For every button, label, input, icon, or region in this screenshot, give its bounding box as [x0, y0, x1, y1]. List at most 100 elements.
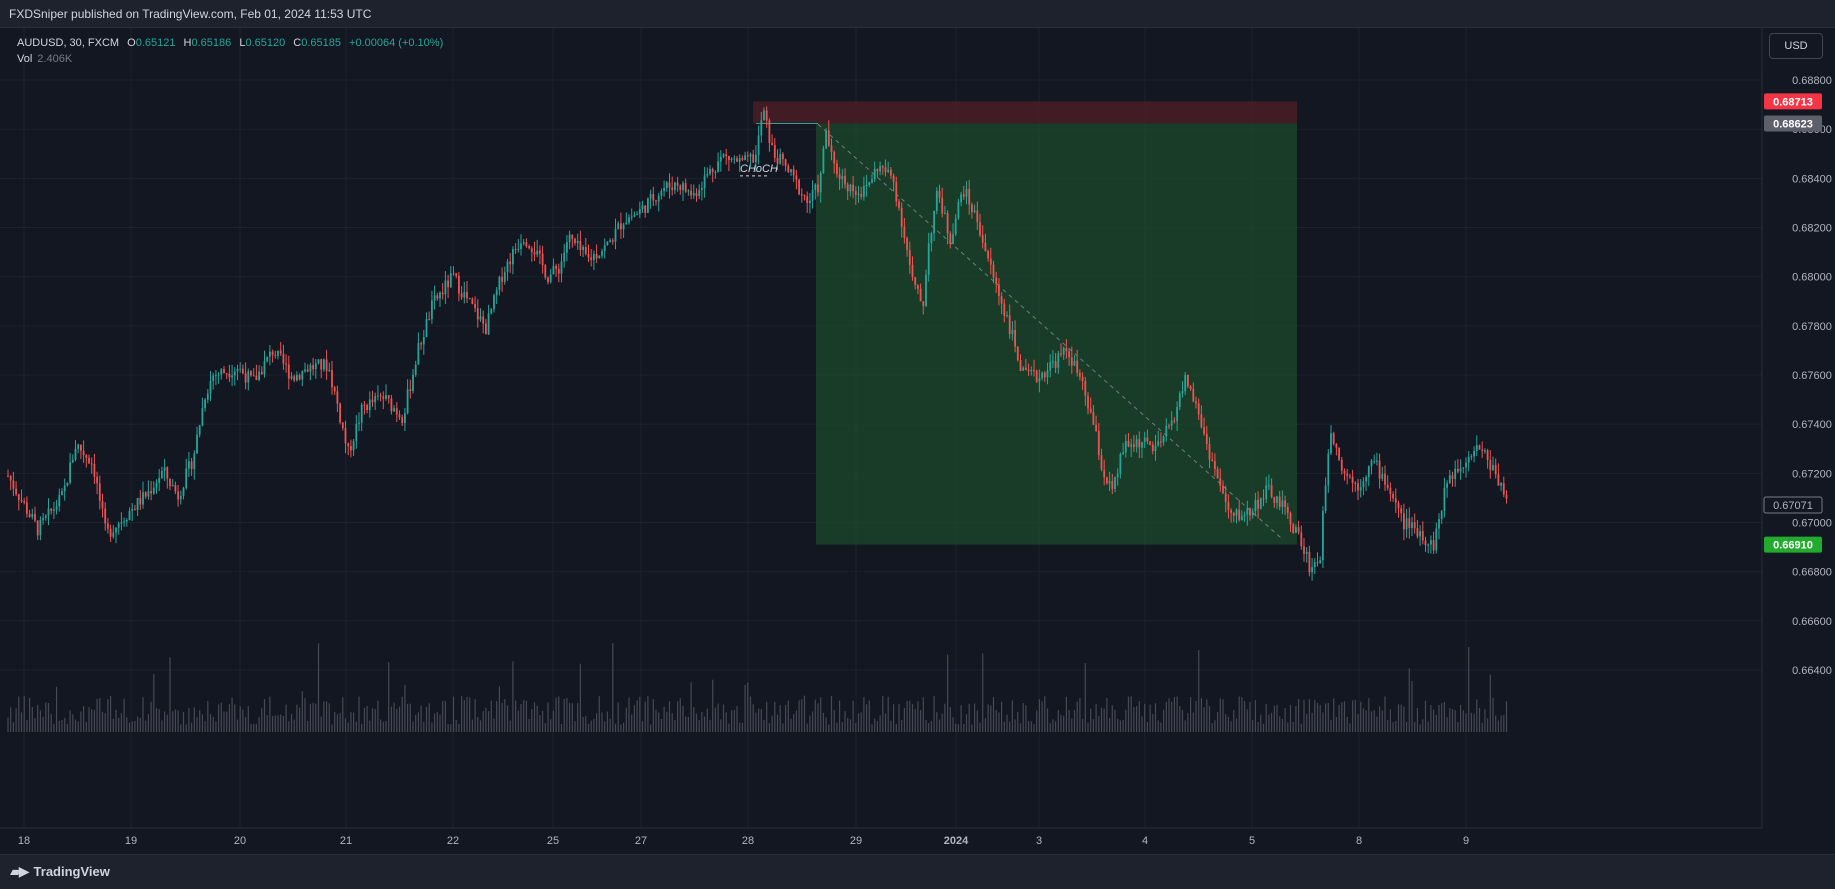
candle-body — [1259, 498, 1262, 509]
candle-body — [539, 250, 541, 254]
volume-bar — [992, 697, 995, 732]
volume-bar — [693, 707, 695, 732]
volume-bar — [836, 722, 838, 732]
candle-body — [314, 363, 317, 370]
candle-body — [377, 395, 379, 397]
volume-bar — [1338, 704, 1340, 732]
volume-bar — [293, 719, 295, 732]
candle-body — [463, 291, 466, 298]
volume-label[interactable]: Vol — [17, 53, 33, 65]
volume-bar — [1238, 696, 1240, 732]
volume-bar — [1117, 718, 1119, 732]
candle-body — [1025, 367, 1027, 370]
candle-body — [622, 224, 625, 230]
candle-body — [952, 234, 954, 245]
candle-body — [736, 158, 738, 162]
volume-bar — [650, 724, 652, 732]
volume-bar — [1130, 696, 1132, 732]
candle-body — [263, 361, 266, 375]
candle-body — [479, 316, 482, 320]
volume-bar — [83, 706, 85, 732]
candle-body — [1394, 498, 1397, 503]
volume-bar — [1003, 721, 1005, 732]
candle-body — [163, 467, 166, 471]
volume-bar — [412, 721, 414, 732]
volume-bar — [801, 699, 803, 732]
time-tick-label: 5 — [1249, 835, 1255, 847]
volume-bar — [1441, 703, 1443, 732]
candle-body — [90, 463, 93, 465]
candle-body — [17, 494, 20, 501]
time-tick-label: 25 — [547, 835, 559, 847]
time-tick-label: 8 — [1356, 835, 1362, 847]
candle-body — [903, 226, 906, 239]
price-tick-label: 0.67800 — [1792, 321, 1832, 333]
candle-body — [674, 182, 676, 191]
candle-body — [1308, 551, 1311, 573]
volume-bar — [612, 643, 614, 732]
volume-bar — [96, 698, 98, 732]
volume-bar — [1222, 699, 1224, 732]
volume-bar — [1076, 701, 1078, 732]
candle-body — [730, 158, 733, 161]
volume-bar — [123, 698, 125, 732]
candle-body — [1149, 441, 1151, 445]
candle-body — [390, 398, 393, 412]
price-chart[interactable]: CHoCH0.688000.686000.684000.682000.68000… — [0, 28, 1835, 854]
candle-body — [960, 194, 962, 203]
volume-bar — [1211, 723, 1213, 732]
symbol-label[interactable]: AUDUSD, 30, FXCM — [17, 37, 120, 49]
candle-body — [938, 190, 941, 198]
candle-body — [266, 356, 269, 362]
volume-bar — [307, 720, 309, 732]
target-price-tag-bg — [1764, 536, 1822, 553]
candle-body — [1168, 425, 1170, 427]
candle-body — [819, 172, 822, 193]
volume-bar — [1465, 713, 1467, 732]
volume-bar — [479, 720, 482, 732]
candle-body — [719, 156, 722, 162]
candle-body — [981, 235, 984, 243]
candle-body — [328, 370, 331, 372]
candle-body — [1038, 378, 1041, 382]
candle-body — [136, 498, 139, 510]
candle-body — [236, 369, 239, 372]
candle-body — [433, 295, 436, 301]
candle-body — [1319, 560, 1322, 564]
volume-bar — [347, 722, 349, 732]
candle-body — [873, 168, 876, 180]
volume-bar — [272, 715, 274, 732]
currency-button[interactable]: USD — [1769, 33, 1823, 59]
candle-body — [1384, 473, 1386, 485]
volume-bar — [1073, 710, 1076, 732]
volume-bar — [277, 715, 279, 732]
candle-body — [398, 414, 401, 418]
volume-bar — [442, 700, 444, 732]
candle-body — [935, 190, 938, 212]
candle-body — [66, 482, 69, 486]
volume-bar — [1414, 721, 1416, 732]
volume-bar — [50, 714, 52, 732]
candle-body — [925, 274, 927, 307]
candle-body — [614, 228, 617, 242]
candle-body — [644, 205, 647, 213]
tradingview-brand[interactable]: ▰▶ TradingView — [10, 863, 110, 880]
volume-bar — [639, 696, 641, 732]
candle-body — [871, 179, 873, 183]
volume-bar — [199, 710, 201, 732]
volume-bar — [847, 717, 849, 732]
candle-body — [606, 241, 609, 246]
volume-bar — [431, 722, 433, 732]
candle-body — [1494, 465, 1497, 475]
volume-bar — [1505, 701, 1508, 732]
volume-bar — [1489, 674, 1491, 732]
volume-bar — [852, 700, 854, 732]
candle-body — [144, 492, 147, 497]
volume-bar — [1176, 696, 1178, 732]
candle-body — [522, 242, 525, 244]
volume-bar — [987, 704, 989, 732]
candle-body — [844, 176, 846, 185]
volume-bar — [320, 716, 322, 732]
candle-body — [711, 168, 714, 173]
candle-body — [536, 250, 539, 255]
